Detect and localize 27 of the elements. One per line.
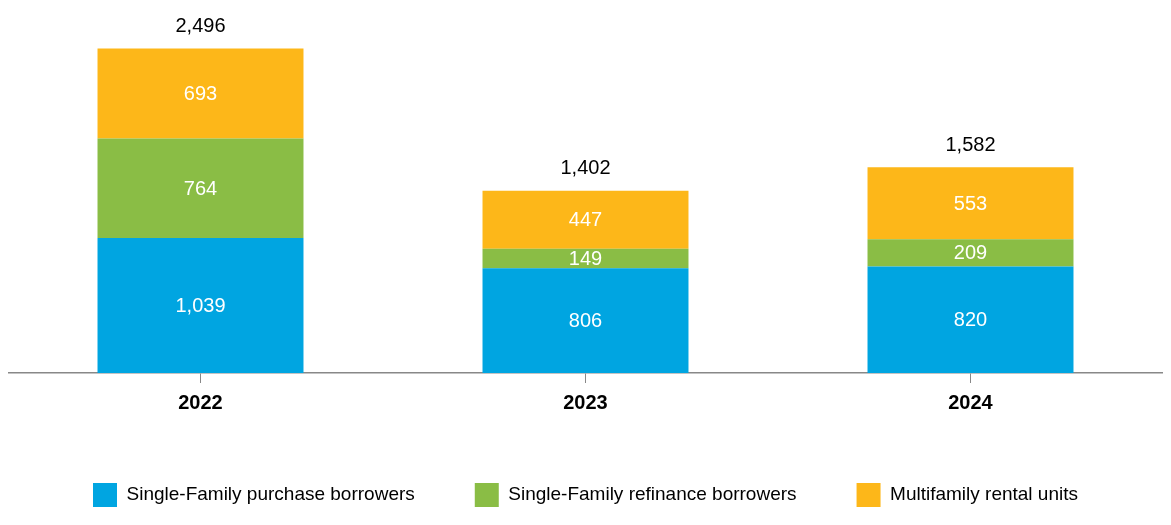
data-label: 149 — [568, 247, 603, 270]
x-tick-label: 2023 — [563, 390, 608, 413]
bar — [97, 237, 304, 373]
bar — [97, 48, 304, 139]
data-label: 806 — [568, 309, 603, 332]
data-label: 447 — [568, 208, 603, 231]
data-label: 764 — [183, 176, 218, 199]
legend-label: Single-Family purchase borrowers — [126, 483, 415, 505]
legend-label: Single-Family refinance borrowers — [508, 483, 797, 505]
bar — [867, 266, 1074, 373]
total-label: 1,582 — [945, 132, 996, 155]
bar — [867, 239, 1074, 267]
data-label: 553 — [953, 191, 988, 214]
total-label: 1,402 — [560, 156, 611, 179]
x-tick-label: 2024 — [948, 390, 994, 413]
data-label: 820 — [953, 308, 988, 331]
data-label: 1,039 — [175, 293, 226, 316]
legend-label: Multifamily rental units — [890, 483, 1078, 505]
data-label: 209 — [953, 241, 988, 264]
bar — [482, 248, 689, 269]
bar — [482, 268, 689, 373]
data-label: 693 — [183, 82, 218, 105]
bar — [97, 138, 304, 238]
bar — [867, 167, 1074, 240]
x-tick-label: 2022 — [178, 390, 223, 413]
bar — [482, 190, 689, 249]
total-label: 2,496 — [175, 14, 226, 37]
